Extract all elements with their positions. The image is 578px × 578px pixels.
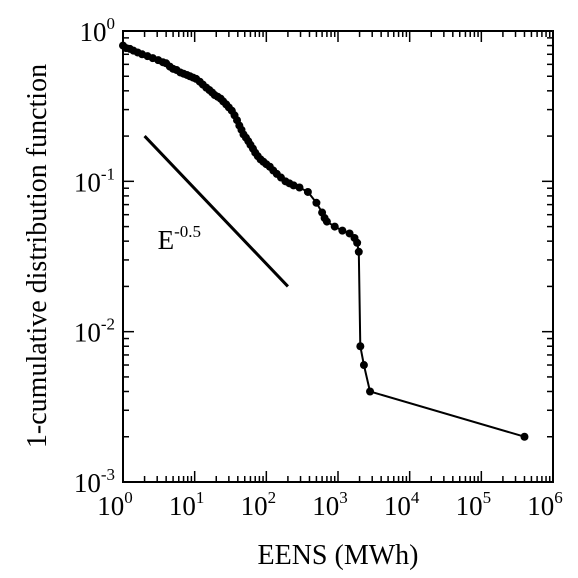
data-point: [338, 226, 347, 235]
data-point: [295, 183, 304, 192]
reference-slope-line: [143, 135, 289, 288]
x-tick-label: 100: [97, 488, 133, 521]
data-point: [312, 198, 321, 207]
data-point: [366, 387, 375, 396]
data-point: [359, 361, 368, 370]
y-tick-label: 10-2: [74, 315, 115, 348]
x-tick-label: 102: [241, 488, 277, 521]
x-tick-label: 101: [169, 488, 205, 521]
y-tick-label: 10-1: [74, 164, 115, 197]
plot-frame: [122, 30, 554, 483]
axis-labels: EENS (MWh) 1-cumulative distribution fun…: [22, 64, 418, 571]
y-tick-label: 100: [80, 14, 116, 47]
reference-slope-label: E-0.5: [158, 222, 201, 255]
data-point: [356, 342, 365, 351]
y-axis-label: 1-cumulative distribution function: [22, 64, 53, 448]
data-point: [303, 187, 312, 196]
x-tick-label: 105: [456, 488, 492, 521]
x-tick-label: 104: [384, 488, 420, 521]
data-point: [353, 238, 362, 247]
data-point: [354, 247, 363, 256]
data-point: [520, 432, 529, 441]
data-series: [119, 41, 529, 441]
x-tick-label: 103: [312, 488, 348, 521]
x-axis-label: EENS (MWh): [258, 540, 419, 571]
x-tick-label: 106: [527, 488, 563, 521]
y-tick-label: 10-3: [74, 465, 115, 498]
axes: 100 101 102 103 104 105 106 100 10-1 10-2 10-3: [74, 14, 563, 521]
reference-slope-line-group: E-0.5: [143, 135, 289, 288]
data-point: [330, 222, 339, 231]
data-point: [322, 217, 331, 226]
